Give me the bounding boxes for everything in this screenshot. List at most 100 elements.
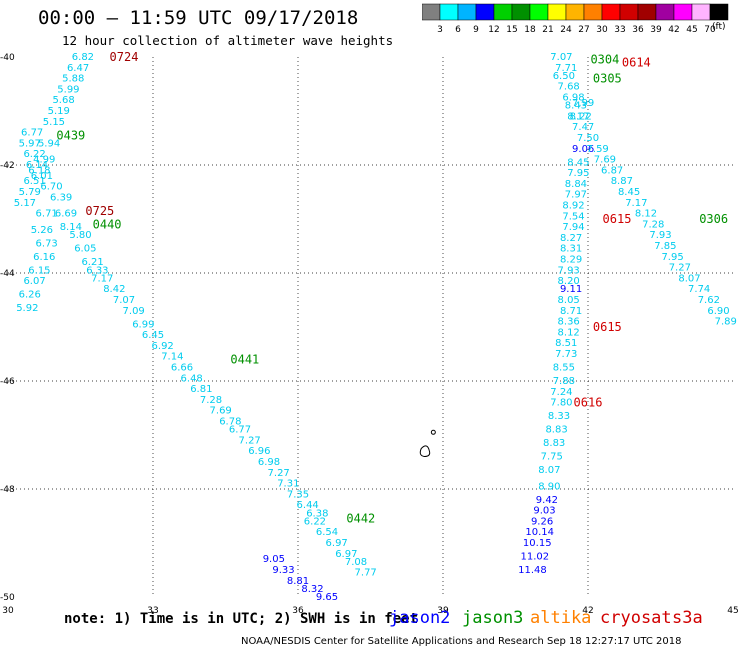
wave-height-value: 9.42 [536,495,558,506]
color-scale-legend: 3 6 9 12 15 18 21 24 27 30 33 36 39 42 45 70 [422,3,729,35]
colorbar-tick-label: 9 [473,25,479,35]
wave-height-value: 7.35 [287,489,309,500]
wave-height-value: 6.99 [132,319,154,330]
wave-height-value: 5.88 [62,74,84,85]
y-tick-label: -40 [0,53,15,63]
x-tick-label: 45 [727,606,738,616]
wave-height-value: 8.45 [567,157,589,168]
y-tick-label: -46 [0,377,15,387]
colorbar-swatch [709,3,729,21]
wave-height-value: 10.14 [525,527,554,538]
wave-height-value: 6.18 [28,165,50,176]
colorbar-tick-label: 15 [506,25,517,35]
wave-height-value: 7.89 [715,317,737,328]
wave-height-value: 7.77 [355,568,377,579]
wave-height-value: 8.29 [560,255,582,266]
wave-height-value: 8.83 [545,425,567,436]
wave-height-value: 6.33 [86,265,108,276]
wave-height-value: 7.93 [649,230,671,241]
wave-height-value: 8.31 [560,244,582,255]
wave-height-value: 6.05 [74,244,96,255]
wave-height-value: 6.69 [55,209,77,220]
y-tick-label: -50 [0,593,15,603]
wave-height-value: 6.98 [258,457,280,468]
wave-height-value: 6.38 [306,508,328,519]
wave-height-value: 6.73 [36,238,58,249]
wave-height-value: 7.85 [654,241,676,252]
wave-height-value: 7.08 [345,557,367,568]
wave-height-value: 8.07 [678,273,700,284]
colorbar-tick-label: 12 [488,25,499,35]
land-outline [430,429,436,435]
grid [8,57,733,597]
pass-time-label: 0615 [593,320,622,334]
wave-height-value: 7.09 [123,306,145,317]
wave-height-value: 6.71 [36,209,58,220]
note-text: note: 1) Time is in UTC; 2) SWH is in fe… [64,611,419,627]
legend-jason2: jason2 [389,608,451,628]
colorbar-tick-label: 18 [524,25,536,35]
wave-height-value: 5.79 [19,187,41,198]
pass-time-label: 0616 [574,396,603,410]
wave-height-value: 8.22 [570,111,592,122]
wave-height-value: 9.11 [560,284,582,295]
wave-height-value: 7.94 [562,222,584,233]
wave-height-value: 8.81 [287,576,309,587]
colorbar-tick-label: 70 [704,25,716,35]
x-tick-label: 42 [582,606,593,616]
wave-height-value: 6.51 [23,176,45,187]
pass-time-label: 0304 [590,53,619,67]
y-tick-label: -48 [0,485,15,495]
wave-height-value: 9.65 [316,592,338,603]
legend-jason3: jason3 [462,608,524,628]
wave-height-value: 8.12 [635,209,657,220]
wave-height-value: 8.07 [538,465,560,476]
wave-height-value: 8.20 [558,276,580,287]
pass-time-label: 0442 [346,512,375,526]
wave-height-value: 7.80 [550,398,572,409]
chart-title: 00:00 — 11:59 UTC 09/17/2018 [38,7,359,29]
wave-height-value: 6.98 [562,93,584,104]
wave-height-value: 6.97 [326,538,348,549]
wave-height-value: 7.31 [277,479,299,490]
wave-height-value: 8.90 [538,481,560,492]
wave-height-value: 5.92 [16,303,38,314]
land-outline [419,445,431,458]
wave-height-value: 7.99 [572,98,594,109]
colorbar-tick-label: 6 [455,25,461,35]
wave-height-value: 6.22 [23,149,45,160]
wave-height-value: 8.55 [553,363,575,374]
wave-height-value: 7.28 [200,395,222,406]
wave-height-value: 8.05 [558,295,580,306]
wave-height-value: 5.19 [48,106,70,117]
wave-height-value: 6.15 [28,265,50,276]
colorbar-tick-label: 36 [632,25,644,35]
wave-height-value: 7.47 [572,122,594,133]
x-tick-label: 33 [147,606,158,616]
pass-time-label: 0441 [230,352,259,366]
wave-height-value: 7.69 [210,406,232,417]
chart-subtitle: 12 hour collection of altimeter wave hei… [62,33,394,48]
colorbar-tick-label: 21 [542,25,553,35]
pass-time-label: 0306 [699,212,728,226]
wave-height-value: 7.88 [553,376,575,387]
x-tick-label: 36 [292,606,304,616]
y-tick-label: -44 [0,269,15,279]
pass-time-label: 0724 [110,50,139,64]
wave-height-value: 8.32 [301,584,323,595]
wave-height-value: 4.99 [33,155,55,166]
wave-height-value: 6.78 [219,417,241,428]
wave-height-value: 7.59 [587,144,609,155]
wave-height-value: 6.92 [152,341,174,352]
wave-height-value: 7.17 [91,273,113,284]
pass-time-label: 0725 [85,204,114,218]
wave-height-value: 7.07 [550,52,572,63]
wave-height-value: 6.47 [67,63,89,74]
wave-height-value: 5.99 [57,84,79,95]
wave-height-value: 7.54 [562,211,584,222]
wave-height-value: 6.22 [304,516,326,527]
wave-height-value: 9.06 [572,144,594,155]
wave-height-value: 8.83 [543,438,565,449]
wave-height-value: 7.95 [567,168,589,179]
